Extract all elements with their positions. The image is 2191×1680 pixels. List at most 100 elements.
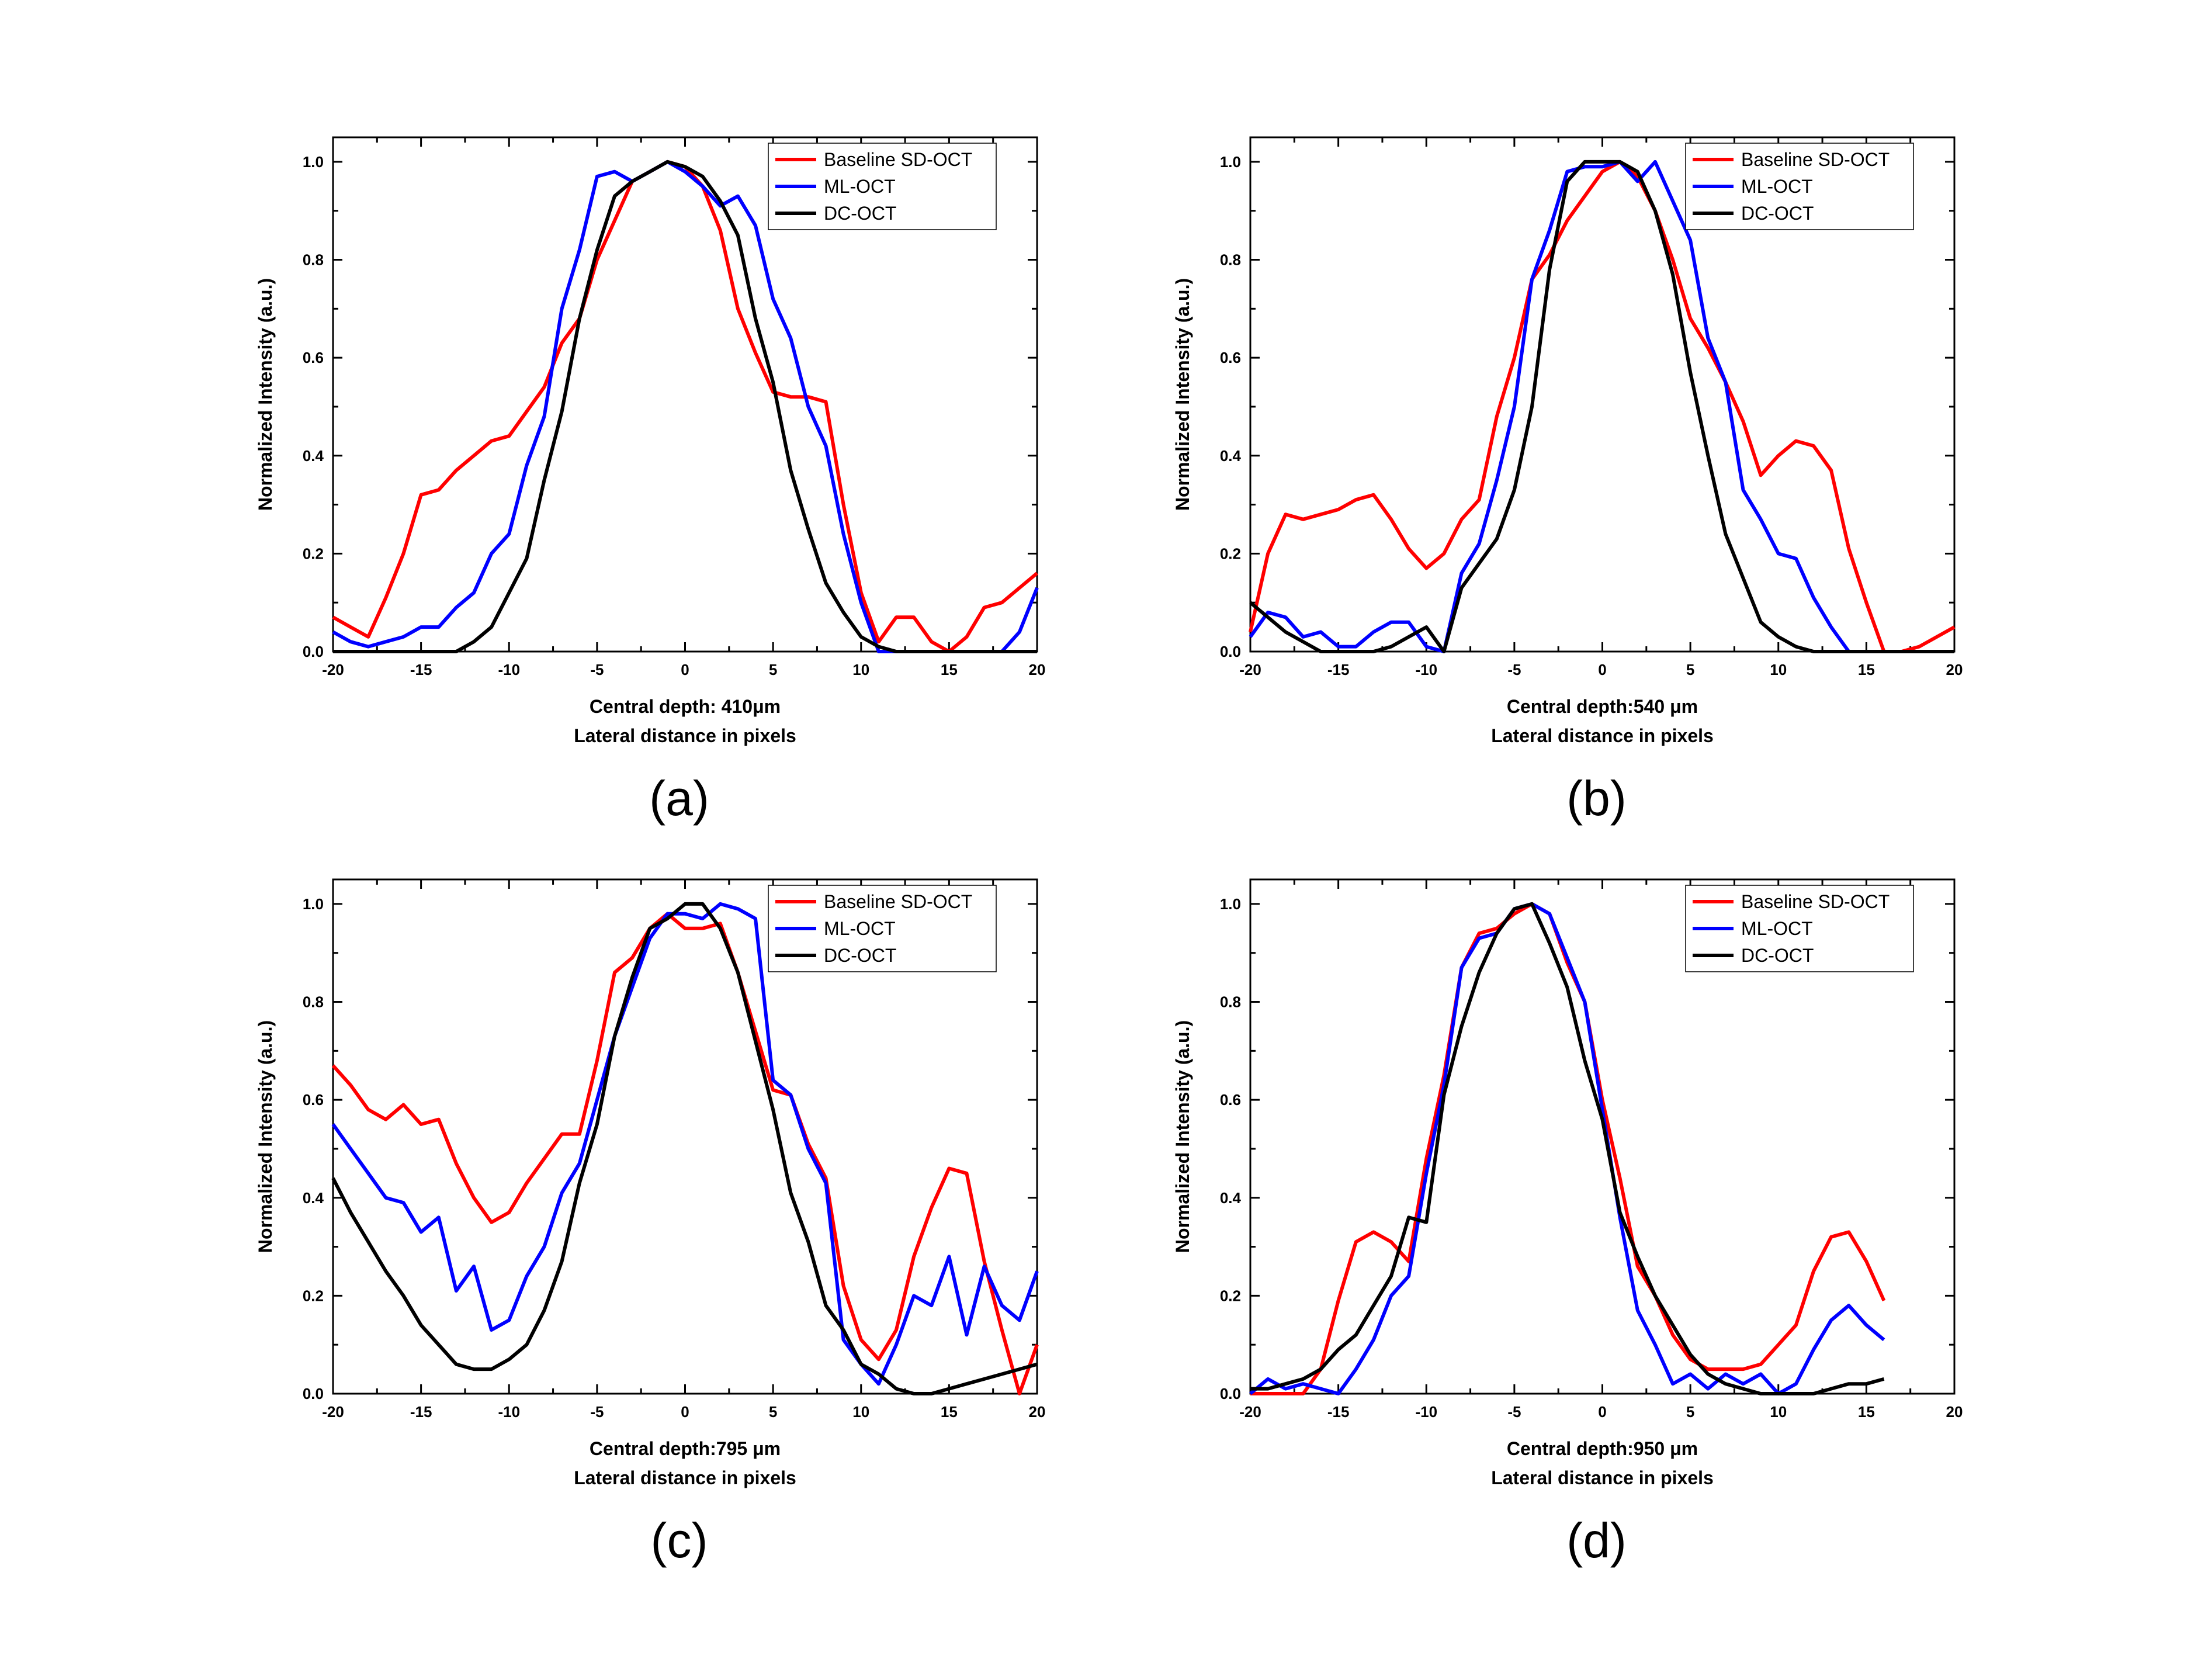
x-tick-label: 15 — [1858, 1403, 1875, 1421]
y-axis-title: Normalized Intensity (a.u.) — [255, 1020, 276, 1253]
y-tick-label: 0.4 — [1220, 447, 1242, 465]
legend-entry: ML-OCT — [824, 176, 896, 197]
series-line-dc-oct — [333, 160, 1037, 653]
x-tick-label: 10 — [852, 661, 869, 678]
y-tick-label: 0.4 — [303, 447, 324, 465]
y-tick-label: 0.6 — [303, 349, 324, 366]
central-depth-label: Central depth:950 μm — [1507, 1438, 1698, 1459]
x-tick-label: 10 — [852, 1403, 869, 1421]
x-tick-label: 20 — [1946, 1403, 1963, 1421]
x-tick-label: -10 — [1415, 661, 1437, 678]
x-axis-title: Lateral distance in pixels — [574, 1467, 796, 1488]
x-tick-label: -15 — [1327, 661, 1350, 678]
legend-entry: Baseline SD-OCT — [1741, 891, 1890, 912]
y-tick-label: 0.6 — [1220, 1091, 1241, 1109]
x-tick-label: 5 — [769, 661, 777, 678]
y-tick-label: 1.0 — [1220, 895, 1241, 913]
x-tick-label: 20 — [1029, 1403, 1046, 1421]
x-tick-label: 10 — [1770, 661, 1787, 678]
y-axis-title: Normalized Intensity (a.u.) — [1172, 1020, 1193, 1253]
y-tick-label: 0.2 — [1220, 1287, 1241, 1304]
x-tick-label: -10 — [1415, 1403, 1437, 1421]
y-tick-label: 0.4 — [1220, 1189, 1242, 1207]
central-depth-label: Central depth:795 μm — [590, 1438, 781, 1459]
x-axis-title: Lateral distance in pixels — [574, 725, 796, 746]
y-tick-label: 1.0 — [303, 153, 324, 171]
series-line-dc-oct — [331, 902, 1038, 1395]
series-line-baseline-sd-oct — [332, 160, 1038, 653]
y-tick-label: 0.4 — [303, 1189, 324, 1207]
y-tick-label: 0.0 — [1220, 1385, 1241, 1402]
panel-label: (b) — [1566, 771, 1627, 826]
x-tick-label: -5 — [1507, 661, 1521, 678]
y-tick-label: 0.2 — [303, 545, 324, 562]
x-tick-label: 10 — [1770, 1403, 1787, 1421]
series-line-ml-oct — [1249, 160, 1954, 653]
y-axis-title: Normalized Intensity (a.u.) — [1172, 278, 1193, 511]
panel-a: -20 -15 -10 -5 0 5 10 15 20 0.0 0.2 0.4 0.6 0.8 1.0 Nor… — [255, 136, 1046, 826]
x-tick-label: -10 — [498, 661, 520, 678]
y-tick-label: 0.8 — [1220, 993, 1241, 1011]
x-tick-label: -10 — [498, 1403, 520, 1421]
x-tick-label: 0 — [681, 661, 689, 678]
x-tick-label: -15 — [410, 1403, 432, 1421]
x-tick-label: -15 — [410, 661, 432, 678]
legend-entry: DC-OCT — [824, 203, 896, 224]
y-tick-label: 1.0 — [303, 895, 324, 913]
legend-entry: ML-OCT — [1741, 918, 1813, 939]
panel-b: -20 -15 -10 -5 0 5 10 15 20 0.0 0.2 0.4 0.6 0.8 1.0 Nor… — [1172, 136, 1963, 826]
panel-label: (d) — [1566, 1513, 1627, 1568]
y-tick-label: 0.2 — [1220, 545, 1241, 562]
legend-entry: ML-OCT — [824, 918, 896, 939]
series-line-ml-oct — [332, 160, 1039, 653]
x-tick-label: -20 — [1239, 1403, 1261, 1421]
y-tick-label: 0.6 — [303, 1091, 324, 1109]
y-tick-label: 0.0 — [303, 643, 324, 660]
x-tick-label: -5 — [1507, 1403, 1521, 1421]
legend-entry: Baseline SD-OCT — [824, 891, 972, 912]
x-tick-label: -20 — [1239, 661, 1261, 678]
central-depth-label: Central depth: 410μm — [590, 696, 781, 717]
x-axis-title: Lateral distance in pixels — [1491, 725, 1714, 746]
y-tick-label: 0.6 — [1220, 349, 1241, 366]
x-tick-label: 15 — [1858, 661, 1875, 678]
panel-label: (c) — [651, 1513, 708, 1568]
y-tick-label: 0.8 — [303, 993, 324, 1011]
panel-d: -20 -15 -10 -5 0 5 10 15 20 0.0 0.2 0.4 0.6 0.8 1.0 Nor… — [1172, 878, 1963, 1568]
x-tick-label: 0 — [1598, 1403, 1606, 1421]
x-tick-label: -15 — [1327, 1403, 1350, 1421]
x-axis-title: Lateral distance in pixels — [1491, 1467, 1714, 1488]
x-tick-label: 20 — [1946, 661, 1963, 678]
series-line-ml-oct — [1249, 902, 1885, 1395]
y-tick-label: 0.8 — [303, 251, 324, 269]
central-depth-label: Central depth:540 μm — [1507, 696, 1698, 717]
panel-c: -20 -15 -10 -5 0 5 10 15 20 0.0 0.2 0.4 0.6 0.8 1.0 Nor… — [255, 878, 1046, 1568]
x-tick-label: 5 — [1686, 1403, 1694, 1421]
series-line-ml-oct — [331, 902, 1039, 1386]
y-tick-label: 0.8 — [1220, 251, 1241, 269]
series-line-dc-oct — [1249, 160, 1954, 653]
y-tick-label: 0.2 — [303, 1287, 324, 1304]
x-tick-label: -5 — [590, 1403, 604, 1421]
panel-label: (a) — [649, 771, 709, 826]
x-tick-label: 15 — [941, 661, 958, 678]
legend-entry: DC-OCT — [1741, 203, 1814, 224]
x-tick-label: 15 — [941, 1403, 958, 1421]
legend-entry: Baseline SD-OCT — [824, 149, 972, 170]
y-tick-label: 1.0 — [1220, 153, 1241, 171]
legend-entry: ML-OCT — [1741, 176, 1813, 197]
y-tick-label: 0.0 — [303, 1385, 324, 1402]
x-tick-label: 5 — [769, 1403, 777, 1421]
x-tick-label: 5 — [1686, 661, 1694, 678]
x-tick-label: 0 — [1598, 661, 1606, 678]
x-tick-label: -20 — [322, 1403, 344, 1421]
legend-entry: DC-OCT — [1741, 945, 1814, 966]
y-axis-title: Normalized Intensity (a.u.) — [255, 278, 276, 511]
x-tick-label: 20 — [1029, 661, 1046, 678]
x-tick-label: -20 — [322, 661, 344, 678]
series-line-baseline-sd-oct — [1250, 902, 1886, 1395]
legend-entry: Baseline SD-OCT — [1741, 149, 1890, 170]
legend-entry: DC-OCT — [824, 945, 896, 966]
series-line-baseline-sd-oct — [331, 912, 1039, 1395]
